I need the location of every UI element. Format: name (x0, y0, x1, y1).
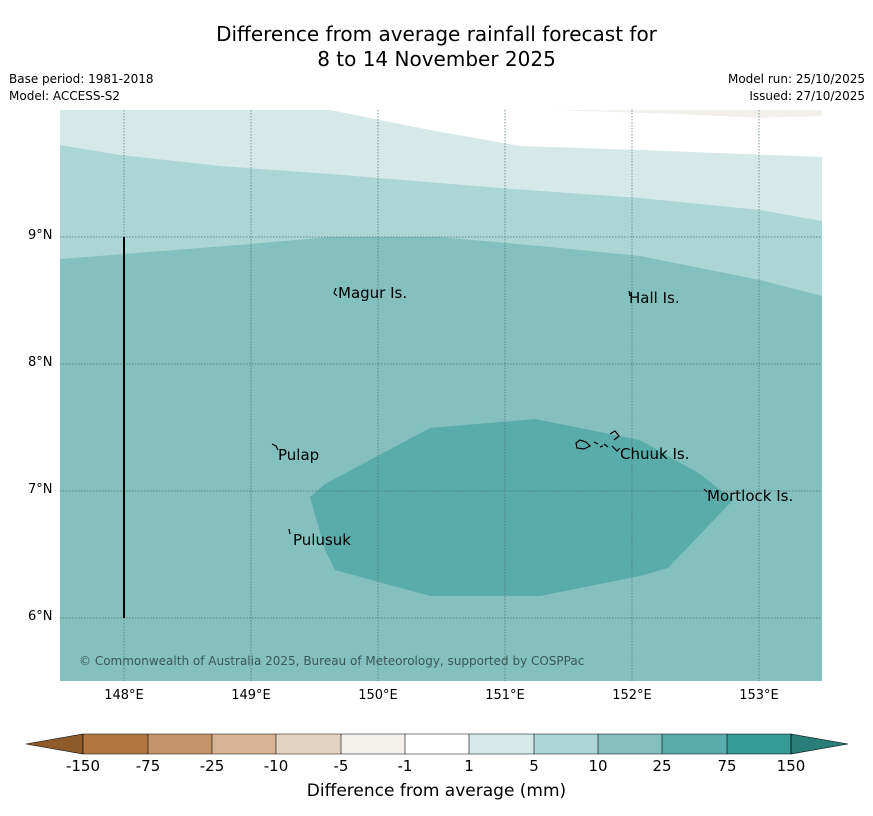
colorbar-tick: -25 (199, 757, 225, 775)
issued-date: Issued: 27/10/2025 (749, 89, 865, 103)
colorbar-tick: 10 (588, 757, 608, 775)
lon-label-148e: 148°E (104, 688, 144, 703)
lon-label-150e: 150°E (358, 688, 398, 703)
colorbar-swatch-4 (276, 734, 341, 754)
colorbar-tick: -10 (263, 757, 289, 775)
colorbar-extend-left (25, 733, 84, 755)
colorbar-swatch-1 (83, 734, 148, 754)
model-name: Model: ACCESS-S2 (9, 89, 121, 103)
title-line-2: 8 to 14 November 2025 (317, 47, 556, 71)
place-magur: Magur Is. (338, 284, 408, 302)
colorbar-tick: -5 (333, 757, 349, 775)
colorbar-tick: 5 (529, 757, 539, 775)
lon-label-149e: 149°E (231, 688, 271, 703)
meta-left: Base period: 1981-2018 Model: ACCESS-S2 (9, 71, 154, 105)
place-hall: Hall Is. (629, 289, 680, 307)
model-run: Model run: 25/10/2025 (727, 72, 865, 86)
colorbar-tick: 25 (652, 757, 672, 775)
lon-label-151e: 151°E (485, 688, 525, 703)
colorbar-tick: 75 (717, 757, 737, 775)
copyright-notice: © Commonwealth of Australia 2025, Bureau… (79, 654, 585, 668)
lat-label-6n: 6°N (28, 609, 53, 624)
colorbar-swatch-11 (727, 734, 791, 754)
colorbar-swatch-9 (598, 734, 662, 754)
lat-label-8n: 8°N (28, 355, 53, 370)
place-pulusuk: Pulusuk (293, 531, 351, 549)
island-outlines (271, 287, 708, 535)
colorbar-swatch-10 (662, 734, 727, 754)
pulusuk-island-shape (288, 528, 291, 535)
lon-label-153e: 153°E (739, 688, 779, 703)
colorbar-swatch-8 (534, 734, 598, 754)
meta-right: Model run: 25/10/2025 Issued: 27/10/2025 (728, 71, 865, 105)
colorbar-title: Difference from average (mm) (306, 781, 567, 801)
region-minus5-to-minus1 (550, 110, 822, 118)
lat-gridlines (60, 236, 822, 619)
magur-island-shape (333, 287, 338, 297)
base-period: Base period: 1981-2018 (9, 72, 154, 86)
colorbar-swatch-3 (212, 734, 276, 754)
colorbar (25, 733, 849, 755)
place-chuuk: Chuuk Is. (620, 445, 690, 463)
colorbar-tick: -150 (65, 757, 101, 775)
colorbar-tick: 1 (464, 757, 474, 775)
place-pulap: Pulap (278, 446, 320, 464)
colorbar-swatch-2 (148, 734, 212, 754)
hall-island-shape (628, 290, 631, 297)
region-25-to-75 (310, 419, 733, 596)
lat-label-9n: 9°N (28, 228, 53, 243)
colorbar-swatch-5 (341, 734, 405, 754)
pulap-island-shape (271, 443, 279, 451)
colorbar-tick: 150 (776, 757, 806, 775)
map-title: Difference from average rainfall forecas… (0, 22, 873, 72)
colorbar-extend-right (790, 733, 849, 755)
lon-label-152e: 152°E (612, 688, 652, 703)
colorbar-tick: -1 (397, 757, 413, 775)
mortlock-island-shape (703, 488, 708, 493)
lat-label-7n: 7°N (28, 482, 53, 497)
colorbar-swatch-7 (469, 734, 534, 754)
colorbar-tick: -75 (135, 757, 161, 775)
title-line-1: Difference from average rainfall forecas… (216, 22, 657, 46)
place-mortlock: Mortlock Is. (707, 487, 794, 505)
colorbar-swatch-6 (405, 734, 469, 754)
chuuk-lagoon-shape (575, 430, 621, 452)
